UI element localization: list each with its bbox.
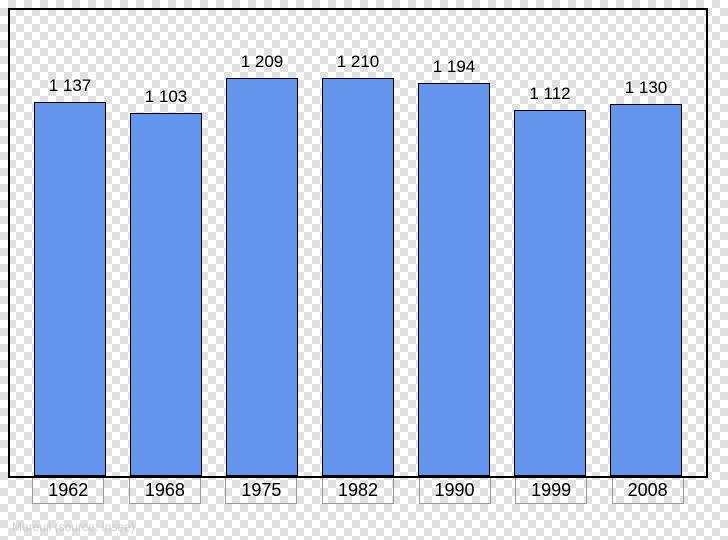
x-axis-label: 1962 [32, 478, 104, 504]
bar-group: 1 194 [418, 83, 490, 476]
x-axis-labels: 1962 1968 1975 1982 1990 1999 2008 [8, 478, 708, 504]
bar-group: 1 112 [514, 110, 586, 476]
bar-group: 1 103 [130, 113, 202, 476]
bar-group: 1 130 [610, 104, 682, 476]
x-axis-label: 1968 [129, 478, 201, 504]
x-axis-label: 1975 [225, 478, 297, 504]
bar-value-label: 1 209 [212, 52, 312, 72]
bar-group: 1 210 [322, 78, 394, 476]
bar [418, 83, 490, 476]
bar-value-label: 1 112 [500, 84, 600, 104]
x-axis-label: 1982 [322, 478, 394, 504]
chart-plot-area: 1 1371 1031 2091 2101 1941 1121 130 [8, 8, 708, 478]
x-axis-label: 1990 [419, 478, 491, 504]
bar [610, 104, 682, 476]
bar [130, 113, 202, 476]
bars-area: 1 1371 1031 2091 2101 1941 1121 130 [10, 10, 706, 476]
bar [514, 110, 586, 476]
source-attribution: Mareuil (source: Insee) [12, 520, 135, 534]
bar-value-label: 1 103 [116, 87, 216, 107]
x-axis-label: 1999 [515, 478, 587, 504]
bar-value-label: 1 137 [20, 76, 120, 96]
bar [322, 78, 394, 476]
bar-value-label: 1 210 [308, 52, 408, 72]
bar-group: 1 137 [34, 102, 106, 476]
bar [34, 102, 106, 476]
chart-container: 1 1371 1031 2091 2101 1941 1121 130 1962… [8, 8, 708, 504]
bar [226, 78, 298, 476]
bar-value-label: 1 194 [404, 57, 504, 77]
bar-value-label: 1 130 [596, 78, 696, 98]
bar-group: 1 209 [226, 78, 298, 476]
x-axis-label: 2008 [612, 478, 684, 504]
